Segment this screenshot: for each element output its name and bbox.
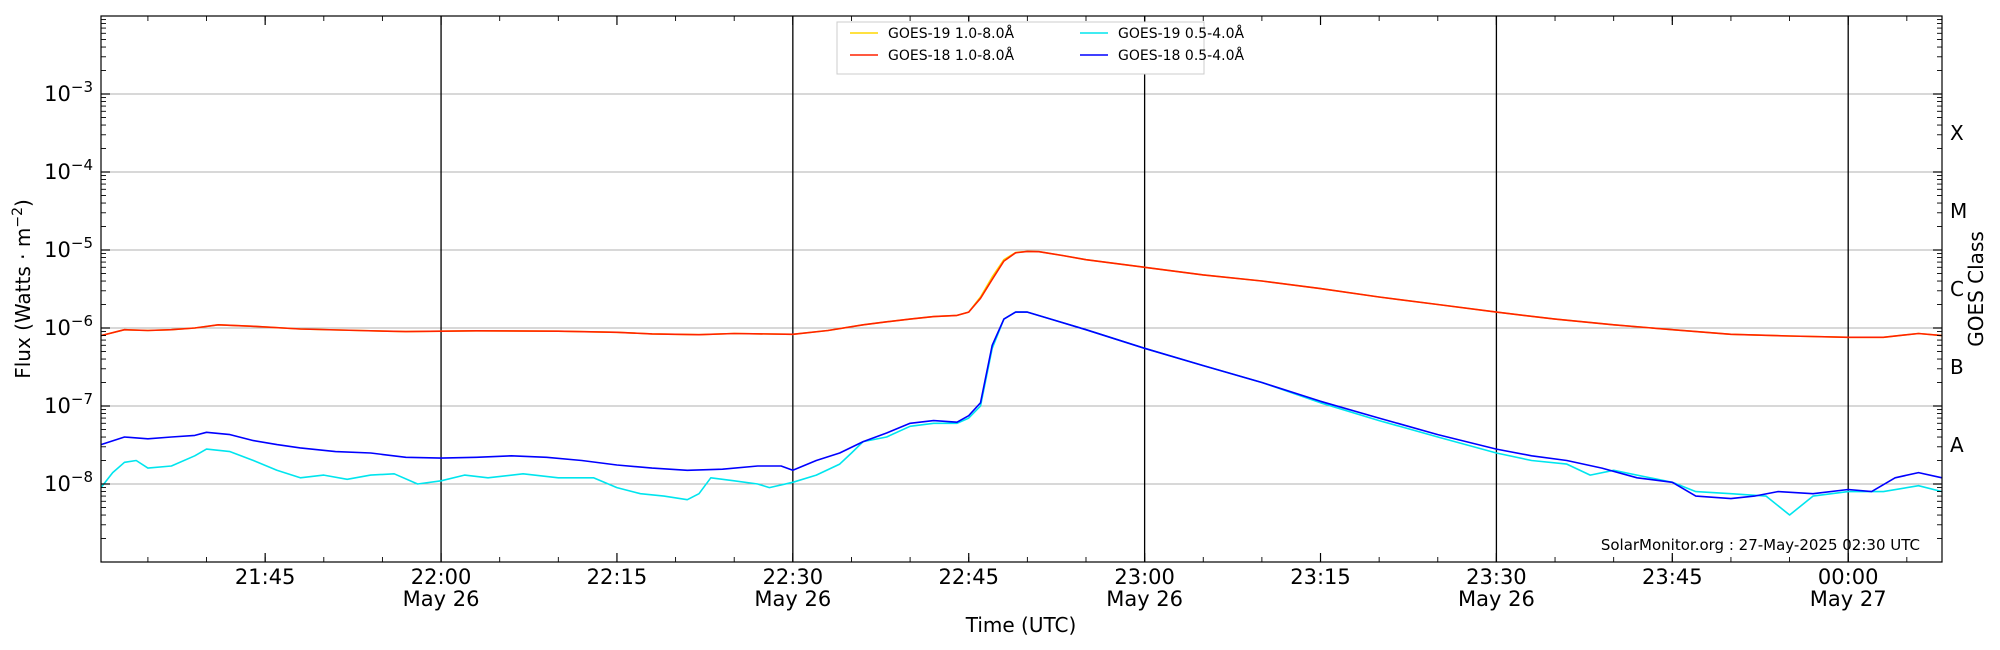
y-tick-label: 10−7 bbox=[44, 390, 93, 418]
y-tick-label: 10−8 bbox=[44, 468, 93, 496]
goes-class-m: M bbox=[1950, 199, 1967, 223]
grid-lines bbox=[101, 93, 1942, 485]
x-tick-label: 22:45 bbox=[938, 565, 999, 589]
series-lines bbox=[100, 250, 1943, 516]
plot-frame bbox=[100, 15, 1943, 563]
y-tick-label: 10−5 bbox=[44, 234, 93, 262]
y-tick-label: 10−3 bbox=[44, 78, 93, 106]
x-tick-label: 21:45 bbox=[235, 565, 296, 589]
series-line-3 bbox=[100, 311, 1943, 516]
y-axis-title: Flux (Watts · m−2) bbox=[10, 199, 35, 379]
x-tick-label: 22:30 bbox=[763, 565, 824, 589]
legend-label-2: GOES-18 1.0-8.0Å bbox=[888, 47, 1014, 64]
legend-box bbox=[836, 21, 1205, 75]
goes-class-labels: A B C M X bbox=[1950, 121, 1967, 457]
x-tick-label: 22:15 bbox=[587, 565, 648, 589]
credit-text: SolarMonitor.org : 27-May-2025 02:30 UTC bbox=[1601, 536, 1920, 554]
legend-label-1: GOES-19 1.0-8.0Å bbox=[888, 25, 1014, 42]
goes-class-b: B bbox=[1950, 355, 1964, 379]
x-tick-label: 23:30 bbox=[1466, 565, 1527, 589]
x-tick-label: 22:00 bbox=[411, 565, 472, 589]
legend: GOES-19 1.0-8.0Å GOES-18 1.0-8.0Å GOES-19 … bbox=[836, 21, 1244, 75]
right-axis-title: GOES Class bbox=[1964, 231, 1988, 347]
x-axis-title: Time (UTC) bbox=[965, 613, 1077, 637]
goes-class-a: A bbox=[1950, 433, 1964, 457]
x-tick-date-label: May 26 bbox=[1106, 587, 1183, 611]
series-line-2 bbox=[100, 250, 1943, 339]
vertical-time-markers bbox=[440, 16, 1849, 562]
y-tick-labels: 10−8 10−7 10−6 10−5 10−4 10−3 bbox=[44, 78, 93, 496]
goes-class-x: X bbox=[1950, 121, 1964, 145]
x-tick-date-label: May 26 bbox=[754, 587, 831, 611]
axis-ticks bbox=[101, 16, 1942, 562]
goes-class-c: C bbox=[1950, 277, 1964, 301]
x-tick-label: 23:00 bbox=[1114, 565, 1175, 589]
y-tick-label: 10−6 bbox=[44, 312, 93, 340]
x-tick-label: 23:45 bbox=[1642, 565, 1703, 589]
legend-label-4: GOES-18 0.5-4.0Å bbox=[1118, 47, 1244, 64]
series-line-4 bbox=[100, 311, 1943, 500]
x-tick-date-label: May 26 bbox=[403, 587, 480, 611]
x-tick-label: 23:15 bbox=[1290, 565, 1351, 589]
x-tick-date-label: May 26 bbox=[1458, 587, 1535, 611]
legend-label-3: GOES-19 0.5-4.0Å bbox=[1118, 25, 1244, 42]
x-tick-date-label: May 27 bbox=[1810, 587, 1887, 611]
y-tick-label: 10−4 bbox=[44, 156, 93, 184]
x-tick-label: 00:00 bbox=[1818, 565, 1879, 589]
